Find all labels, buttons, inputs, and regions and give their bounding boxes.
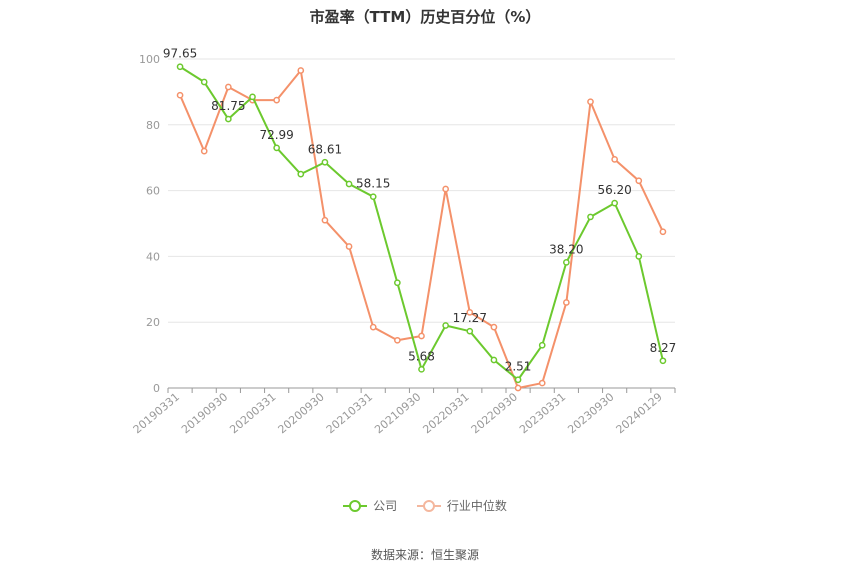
x-tick-label: 20210331 bbox=[324, 390, 375, 436]
grid-layer bbox=[168, 58, 675, 323]
data-point bbox=[345, 180, 353, 188]
data-label: 58.15 bbox=[356, 177, 390, 191]
chart-title: 市盈率（TTM）历史百分位（%） bbox=[309, 8, 541, 26]
data-point bbox=[369, 323, 377, 331]
data-point bbox=[659, 228, 667, 236]
data-label: 81.75 bbox=[211, 99, 245, 113]
legend-swatch-industry bbox=[416, 499, 441, 513]
x-tick-label: 20200930 bbox=[276, 390, 327, 436]
legend-swatch-company bbox=[343, 499, 368, 513]
legend-item-industry[interactable]: 行业中位数 bbox=[416, 497, 507, 514]
data-point bbox=[611, 155, 618, 163]
data-point bbox=[321, 158, 329, 166]
data-label: 68.61 bbox=[308, 142, 342, 156]
data-point bbox=[635, 253, 643, 260]
data-point bbox=[273, 144, 280, 152]
data-label: 56.20 bbox=[597, 183, 631, 197]
data-point bbox=[563, 258, 570, 266]
data-point bbox=[176, 91, 184, 99]
data-label: 38.20 bbox=[549, 242, 583, 256]
x-tick-label: 20200331 bbox=[227, 390, 278, 436]
series-line-1 bbox=[179, 69, 664, 389]
data-label: 97.65 bbox=[163, 47, 197, 61]
data-label-layer: 97.65 81.75 72.99 68.61 58.15 5.68 17.27 2.51 38… bbox=[163, 47, 676, 374]
data-label: 72.99 bbox=[259, 128, 293, 142]
data-point bbox=[442, 185, 449, 193]
data-point bbox=[466, 327, 474, 335]
data-label: 8.27 bbox=[650, 341, 677, 355]
y-tick-label: 60 bbox=[146, 185, 160, 198]
legend-label-industry: 行业中位数 bbox=[446, 499, 507, 513]
legend: 公司 行业中位数 bbox=[0, 497, 850, 516]
data-label: 17.27 bbox=[453, 311, 487, 325]
x-tick-label: 20220930 bbox=[469, 390, 520, 436]
data-point bbox=[490, 323, 498, 331]
data-point bbox=[225, 115, 232, 123]
data-point bbox=[563, 299, 570, 306]
y-tick-label: 0 bbox=[153, 382, 160, 395]
x-tick-label: 20230930 bbox=[565, 390, 616, 436]
data-point bbox=[176, 63, 184, 71]
data-point bbox=[321, 216, 329, 224]
data-point bbox=[297, 67, 305, 74]
data-point bbox=[394, 279, 401, 287]
x-tick-label: 20230331 bbox=[517, 390, 568, 436]
data-point bbox=[514, 384, 522, 392]
x-tick-label: 20210930 bbox=[372, 390, 423, 436]
data-point bbox=[297, 170, 305, 178]
data-point bbox=[659, 357, 667, 365]
legend-item-company[interactable]: 公司 bbox=[343, 497, 397, 514]
data-point bbox=[418, 365, 425, 373]
data-point bbox=[611, 199, 618, 207]
data-point bbox=[514, 376, 522, 384]
data-point bbox=[538, 379, 546, 387]
data-point bbox=[345, 243, 353, 250]
x-tick-label: 20240129 bbox=[614, 390, 665, 436]
y-tick-label: 100 bbox=[139, 53, 160, 66]
y-tick-label: 40 bbox=[146, 250, 160, 263]
data-point bbox=[200, 147, 208, 155]
y-tick-label: 20 bbox=[146, 316, 160, 329]
data-point bbox=[273, 96, 280, 104]
series-layer bbox=[176, 63, 667, 392]
data-point bbox=[442, 322, 449, 329]
data-label: 2.51 bbox=[505, 360, 532, 374]
x-tick-label: 20190331 bbox=[131, 390, 182, 436]
data-point bbox=[225, 83, 232, 91]
data-point bbox=[587, 98, 594, 106]
legend-label-company: 公司 bbox=[373, 499, 398, 513]
source-note: 数据来源：恒生聚源 bbox=[370, 548, 479, 562]
data-point bbox=[538, 341, 546, 349]
data-point bbox=[200, 78, 208, 86]
data-point bbox=[587, 213, 594, 221]
data-point bbox=[635, 177, 643, 185]
y-tick-label: 80 bbox=[146, 119, 160, 132]
data-label: 5.68 bbox=[408, 349, 435, 363]
data-point bbox=[466, 308, 474, 316]
data-point bbox=[369, 193, 377, 201]
data-point bbox=[249, 93, 256, 101]
data-point bbox=[418, 332, 425, 340]
data-point bbox=[490, 356, 498, 364]
x-tick-label: 20220331 bbox=[420, 390, 471, 436]
x-tick-label: 20190930 bbox=[179, 390, 230, 436]
data-point bbox=[394, 336, 401, 344]
